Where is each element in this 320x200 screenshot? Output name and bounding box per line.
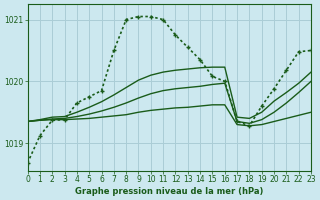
X-axis label: Graphe pression niveau de la mer (hPa): Graphe pression niveau de la mer (hPa)	[75, 187, 263, 196]
